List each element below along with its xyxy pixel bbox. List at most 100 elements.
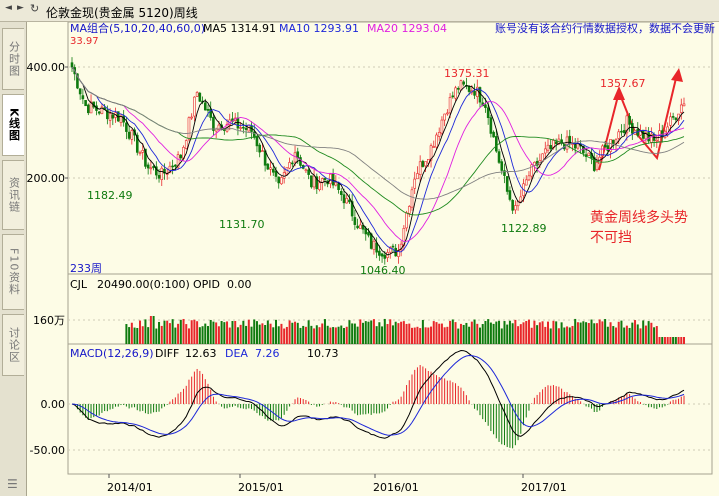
volume-bar bbox=[130, 322, 133, 344]
diff-label: DIFF bbox=[155, 347, 179, 360]
ma20-line bbox=[71, 66, 685, 242]
macd-label: MACD(12,26,9) bbox=[70, 347, 154, 360]
candle bbox=[146, 162, 150, 175]
candle bbox=[383, 251, 387, 265]
volume-bar bbox=[141, 326, 144, 344]
candle bbox=[644, 126, 648, 145]
volume-bar bbox=[492, 323, 495, 344]
candle bbox=[331, 168, 335, 189]
volume-bar bbox=[391, 325, 394, 344]
volume-bar bbox=[299, 327, 302, 344]
volume-bar bbox=[220, 321, 223, 344]
back-icon[interactable]: ◄ bbox=[5, 3, 12, 13]
tab-timeshare[interactable]: 分时图 bbox=[2, 28, 24, 90]
candle bbox=[87, 103, 90, 116]
tab-kline[interactable]: K线图 bbox=[2, 94, 24, 156]
tab-news[interactable]: 资讯链 bbox=[2, 160, 24, 230]
candle bbox=[527, 171, 531, 181]
forward-icon[interactable]: ► bbox=[17, 3, 24, 13]
volume-bar bbox=[566, 326, 569, 344]
candle bbox=[100, 103, 104, 115]
volume-bar bbox=[555, 321, 558, 344]
volume-bar bbox=[242, 320, 245, 344]
refresh-icon[interactable]: ↻ bbox=[30, 2, 40, 15]
candle bbox=[418, 155, 422, 183]
volume-bar bbox=[283, 328, 286, 344]
volume-bar bbox=[639, 328, 642, 344]
tab-discuss[interactable]: 讨论区 bbox=[2, 314, 24, 376]
candle bbox=[625, 111, 629, 141]
volume-bar bbox=[661, 337, 664, 344]
volume-bar bbox=[125, 324, 128, 344]
dea-label: DEA bbox=[225, 347, 248, 360]
x-axis: 2014/01 2015/01 2016/01 2017/01 bbox=[107, 474, 567, 494]
candle bbox=[454, 85, 457, 102]
volume-bar bbox=[296, 322, 299, 344]
candle bbox=[413, 171, 417, 195]
tab-f10[interactable]: F10资料 bbox=[2, 234, 24, 310]
candle bbox=[326, 180, 329, 188]
volume-bar bbox=[677, 337, 680, 344]
volume-bar bbox=[449, 320, 452, 344]
volume-bar bbox=[370, 320, 373, 344]
x-tick-label: 2017/01 bbox=[521, 481, 567, 494]
candle bbox=[223, 128, 226, 135]
volume-bar bbox=[653, 327, 656, 344]
volume-bar bbox=[650, 322, 653, 344]
volume-bar bbox=[658, 337, 661, 344]
volume-bar bbox=[413, 327, 416, 344]
ma-lines-group bbox=[71, 66, 685, 256]
menu-icon[interactable]: ☰ bbox=[7, 477, 18, 491]
dea-value: 7.26 bbox=[255, 347, 280, 360]
volume-bar bbox=[489, 322, 492, 344]
candle bbox=[255, 135, 259, 152]
volume-bar bbox=[264, 325, 267, 344]
volume-bar bbox=[530, 327, 533, 344]
volume-bar bbox=[139, 320, 141, 344]
volume-bar bbox=[201, 326, 204, 344]
candle bbox=[397, 244, 400, 264]
volume-bar bbox=[522, 322, 525, 344]
candle bbox=[84, 100, 87, 107]
volume-bar bbox=[375, 326, 378, 344]
auth-notice: 账号没有该合约行情数据授权，数据不会更新 bbox=[495, 22, 715, 35]
candle bbox=[345, 192, 349, 204]
volume-bars bbox=[125, 316, 685, 344]
candle bbox=[187, 116, 191, 142]
volume-bar bbox=[582, 321, 585, 344]
volume-bar bbox=[590, 319, 593, 344]
volume-bar bbox=[568, 327, 571, 344]
candle bbox=[81, 88, 85, 104]
candle bbox=[489, 114, 493, 138]
volume-bar bbox=[144, 319, 147, 344]
candle bbox=[318, 176, 321, 192]
candle bbox=[622, 123, 626, 135]
volume-bar bbox=[364, 321, 367, 344]
candle bbox=[416, 166, 419, 180]
candle bbox=[495, 129, 498, 153]
volume-bar bbox=[198, 327, 201, 344]
candle bbox=[473, 83, 476, 100]
candle bbox=[451, 91, 455, 99]
candle bbox=[462, 80, 465, 87]
volume-bar bbox=[182, 318, 185, 344]
candle bbox=[193, 96, 196, 122]
volume-bar bbox=[511, 323, 514, 344]
volume-bar bbox=[636, 324, 639, 344]
volume-bar bbox=[386, 324, 389, 344]
candle bbox=[595, 154, 599, 172]
volume-bar bbox=[424, 327, 427, 344]
volume-bar bbox=[560, 322, 563, 344]
volume-bar bbox=[193, 319, 196, 344]
candles-group bbox=[70, 57, 686, 265]
volume-bar bbox=[552, 320, 555, 344]
candle bbox=[195, 91, 199, 97]
volume-bar bbox=[669, 337, 672, 344]
volume-bar bbox=[136, 327, 139, 344]
volume-bar bbox=[468, 326, 471, 344]
candle bbox=[497, 148, 501, 164]
volume-bar bbox=[440, 323, 443, 344]
candle bbox=[70, 57, 74, 73]
volume-bar bbox=[277, 326, 280, 344]
volume-bar bbox=[476, 323, 479, 344]
